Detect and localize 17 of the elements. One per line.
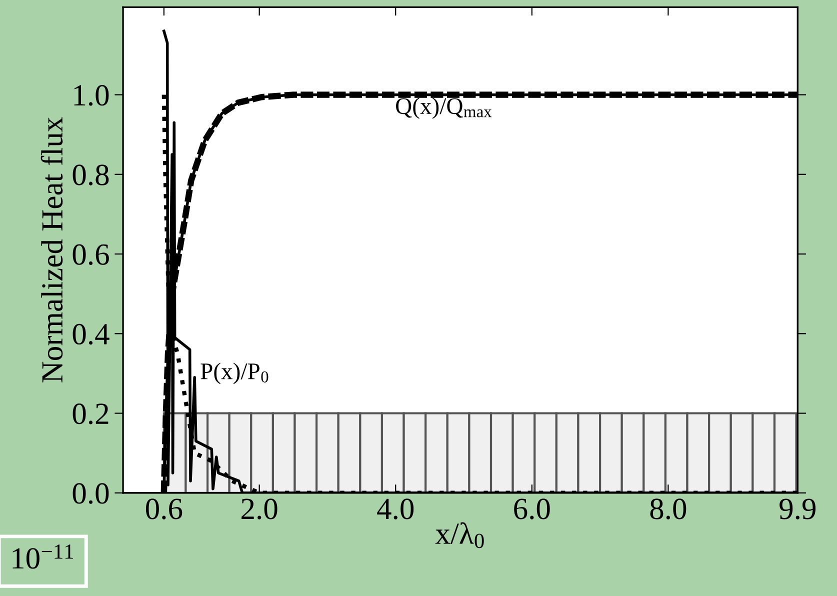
y-axis-title: Normalized Heat flux [40, 117, 63, 382]
y-tick-label: 0.6 [72, 244, 109, 266]
y-tick-label: 0.8 [72, 164, 109, 186]
x-tick-label: 9.9 [780, 498, 816, 520]
annotation: Q(x)/Q$_{max}$ [396, 97, 492, 119]
annotation: P(x)/P$_{0}$ [200, 362, 268, 384]
x-axis-title: x/λ$_{0}$ [435, 522, 484, 548]
x-tick-label: 2.0 [242, 498, 278, 520]
x-tick-label: 0.6 [146, 498, 182, 520]
y-tick-label: 1.0 [74, 85, 109, 106]
text: 10$^{−11}$ [12, 544, 74, 569]
x-tick-label: 8.0 [650, 498, 686, 520]
x-tick-label: 4.0 [377, 498, 414, 520]
y-tick-label: 0.2 [72, 404, 108, 424]
y-tick-label: 0.0 [72, 483, 109, 504]
y-tick-label: 0.4 [72, 324, 110, 345]
x-tick-label: 6.0 [514, 498, 550, 520]
